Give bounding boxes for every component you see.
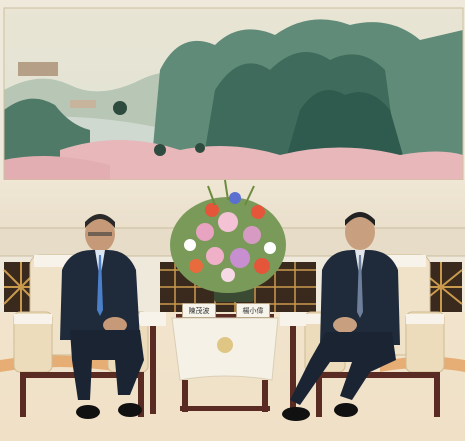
right-person [282,212,400,421]
left-person [60,214,144,419]
name-placard-left: 陳茂波 [182,303,216,318]
flower-arrangement [170,179,286,302]
landscape-painting [3,7,464,181]
center-table [171,314,279,412]
name-placard-right: 楊小偉 [236,303,270,318]
